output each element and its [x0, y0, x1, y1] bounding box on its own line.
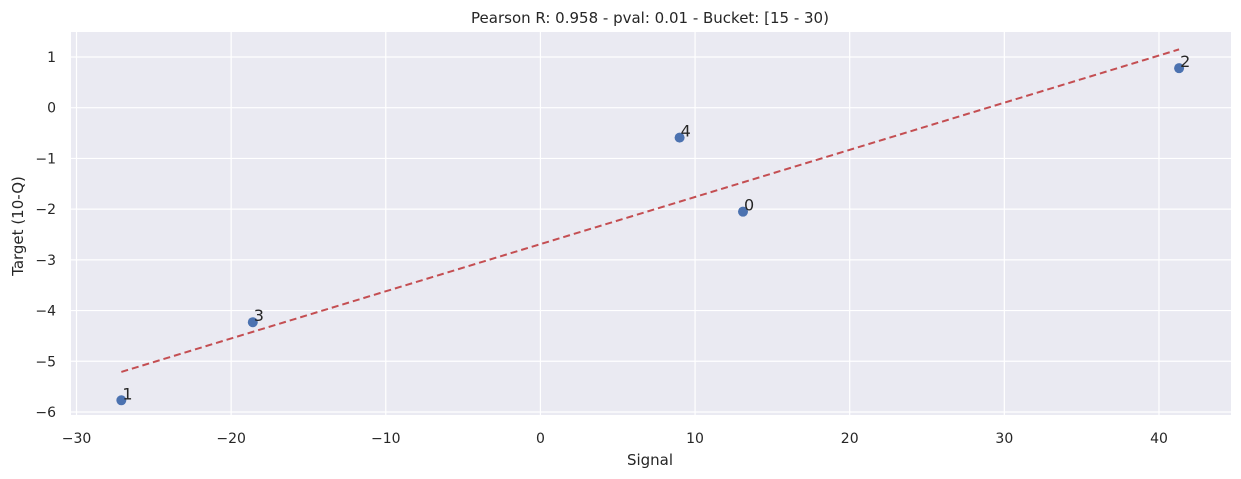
point-label: 4 — [681, 122, 691, 141]
data-point — [247, 317, 258, 328]
y-tick-label: −1 — [35, 151, 56, 167]
y-tick-label: −2 — [35, 202, 56, 218]
y-tick-label: −6 — [35, 405, 56, 421]
point-label: 2 — [1180, 52, 1190, 71]
chart-title: Pearson R: 0.958 - pval: 0.01 - Bucket: … — [471, 9, 829, 27]
x-tick-label: 10 — [686, 431, 704, 447]
x-tick-label: 30 — [995, 431, 1013, 447]
x-tick-label: 40 — [1150, 431, 1168, 447]
y-tick-label: −3 — [35, 253, 56, 269]
grid-lines — [71, 32, 1231, 415]
data-points: 0 1 2 3 4 — [116, 52, 1190, 406]
x-axis-ticks: −30 −20 −10 0 10 20 30 40 — [62, 431, 1168, 447]
data-point — [737, 206, 748, 217]
plot-area — [71, 32, 1231, 415]
point-label: 0 — [744, 196, 754, 215]
y-axis-ticks: 1 0 −1 −2 −3 −4 −5 −6 — [35, 50, 56, 421]
x-tick-label: 20 — [841, 431, 859, 447]
x-axis-label: Signal — [627, 451, 673, 469]
data-point — [116, 395, 127, 406]
x-tick-label: −10 — [371, 431, 401, 447]
x-tick-label: −30 — [62, 431, 92, 447]
y-tick-label: 0 — [47, 101, 56, 117]
x-tick-label: −20 — [216, 431, 246, 447]
y-tick-label: −5 — [35, 354, 56, 370]
data-point — [674, 132, 685, 143]
y-axis-label: Target (10-Q) — [9, 176, 27, 277]
x-tick-label: 0 — [536, 431, 545, 447]
data-point — [1174, 63, 1185, 74]
y-tick-label: −4 — [35, 304, 56, 320]
regression-line — [121, 48, 1180, 373]
point-label: 1 — [122, 384, 132, 403]
point-label: 3 — [254, 306, 264, 325]
y-tick-label: 1 — [47, 50, 56, 66]
